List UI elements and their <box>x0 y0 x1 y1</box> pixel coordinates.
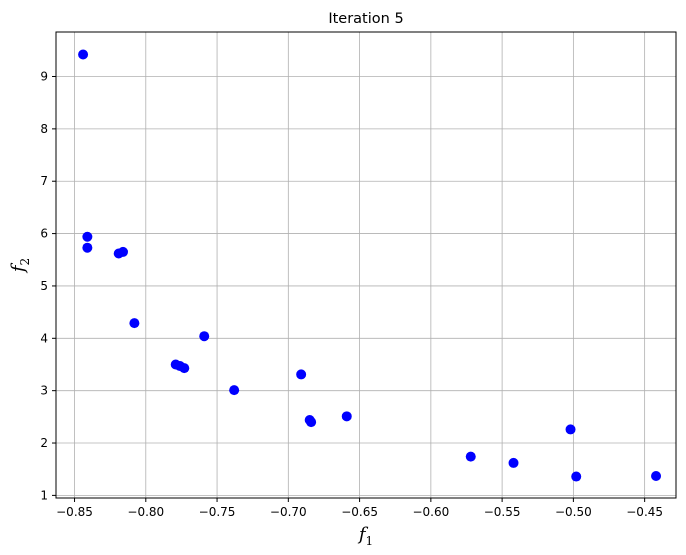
x-tick-label: −0.45 <box>626 505 663 519</box>
data-point <box>78 49 89 60</box>
data-point <box>565 424 576 435</box>
x-tick-label: −0.80 <box>127 505 164 519</box>
data-point <box>82 231 93 242</box>
data-point <box>129 318 140 329</box>
y-tick-label: 2 <box>40 436 48 450</box>
data-point <box>296 369 307 380</box>
data-point <box>571 471 582 482</box>
x-tick-label: −0.75 <box>199 505 236 519</box>
x-axis-label-sub: 1 <box>366 534 374 548</box>
y-tick-label: 9 <box>40 70 48 84</box>
y-tick-label: 3 <box>40 384 48 398</box>
data-point <box>179 363 190 374</box>
y-tick-label: 5 <box>40 279 48 293</box>
x-axis-label: f1 <box>357 524 373 548</box>
x-tick-label: −0.50 <box>555 505 592 519</box>
chart-title: Iteration 5 <box>328 11 403 27</box>
data-points <box>78 49 662 482</box>
data-point <box>199 331 210 342</box>
y-tick-label: 6 <box>40 227 48 241</box>
x-tick-label: −0.55 <box>484 505 521 519</box>
y-tick-label: 8 <box>40 122 48 136</box>
data-point <box>651 471 662 482</box>
x-tick-label: −0.70 <box>270 505 307 519</box>
data-point <box>229 385 240 396</box>
data-point <box>341 411 352 422</box>
data-point <box>82 242 93 253</box>
plot-frame <box>55 31 677 499</box>
data-point <box>306 417 317 428</box>
data-point <box>117 246 128 257</box>
x-tick-label: −0.60 <box>412 505 449 519</box>
data-point <box>508 457 519 468</box>
data-point <box>465 451 476 462</box>
x-tick-label: −0.85 <box>56 505 93 519</box>
grid-lines <box>56 32 676 498</box>
y-tick-label: 4 <box>40 331 48 345</box>
y-axis-label: f2 <box>8 258 32 274</box>
axis-ticks: −0.85 −0.80 −0.75 −0.70 −0.65 −0.60 −0.55 −0.50… <box>40 70 663 519</box>
y-axis-label-sub: 2 <box>18 258 32 266</box>
x-tick-label: −0.65 <box>341 505 378 519</box>
y-tick-label: 1 <box>40 488 48 502</box>
y-tick-label: 7 <box>40 174 48 188</box>
